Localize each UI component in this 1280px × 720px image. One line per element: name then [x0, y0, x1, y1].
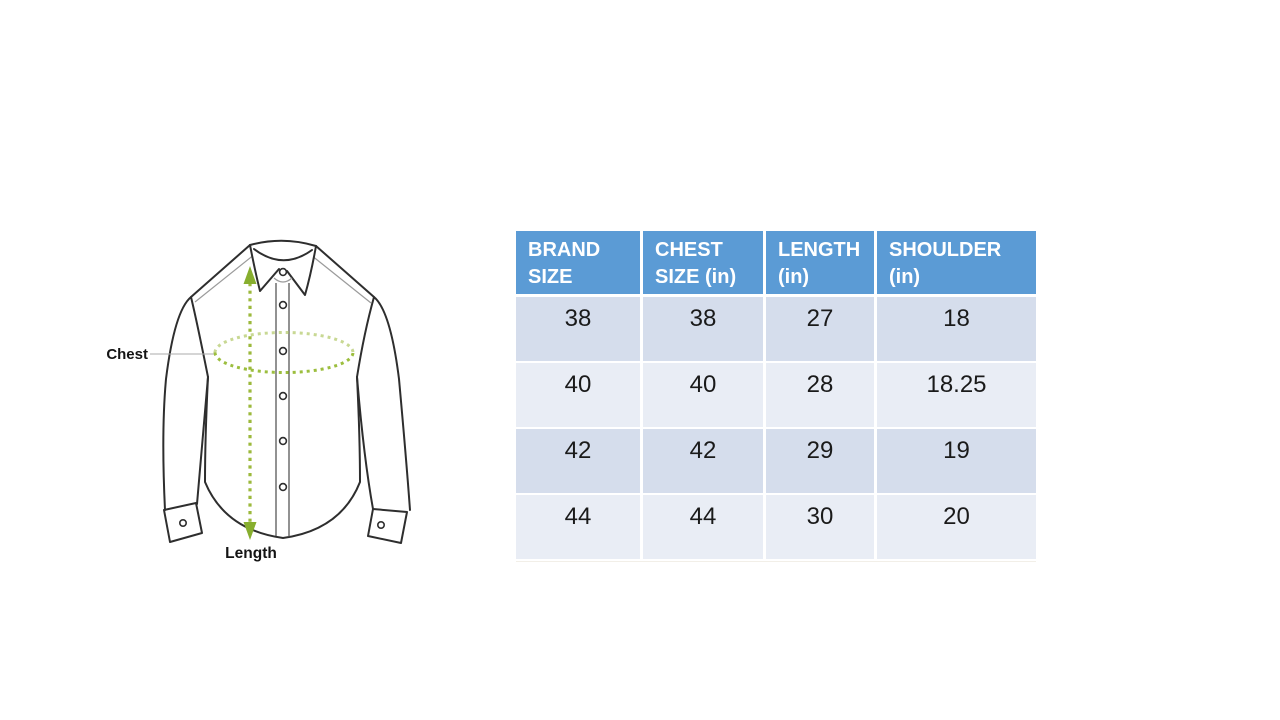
table-row: 40 40 28 18.25	[516, 363, 1036, 429]
collar-top-edge	[249, 239, 317, 247]
chest-ellipse-bottom-arc	[213, 352, 355, 374]
table-cell: 38	[516, 297, 643, 363]
right-cuff-button	[376, 520, 385, 529]
shirt-outline	[162, 244, 411, 544]
table-cell: 19	[877, 429, 1036, 495]
collar-right-wing	[286, 245, 317, 296]
header-cell-shoulder: SHOULDER (in)	[877, 231, 1036, 297]
left-cuff-button	[179, 518, 188, 527]
left-cuff	[163, 502, 203, 543]
shirt-measurement-diagram: Chest Length	[106, 239, 411, 562]
down-arrow-icon	[243, 522, 257, 540]
shirt-button	[278, 391, 288, 401]
left-armhole-seam	[190, 296, 209, 378]
shirt-button	[278, 346, 288, 356]
chest-label: Chest	[106, 346, 148, 363]
table-cell: 40	[643, 363, 766, 429]
shirt-button	[278, 482, 288, 492]
right-sleeve-outline	[315, 245, 411, 511]
collar-neck-opening	[253, 248, 313, 262]
up-arrow-icon	[243, 266, 257, 284]
collar-stand-seam	[273, 277, 293, 283]
table-cell: 20	[877, 495, 1036, 561]
table-row: 38 38 27 18	[516, 297, 1036, 363]
collar-left-wing	[249, 244, 280, 292]
left-sleeve-outline	[162, 244, 251, 511]
table-cell: 44	[643, 495, 766, 561]
shirt-button	[278, 267, 288, 277]
length-measurement: Length	[225, 266, 277, 562]
right-armhole-seam	[356, 296, 375, 378]
table-cell: 18.25	[877, 363, 1036, 429]
table-cell: 42	[643, 429, 766, 495]
body-and-hem-outline	[204, 376, 361, 539]
table-cell: 38	[643, 297, 766, 363]
front-buttons	[278, 267, 288, 492]
table-cell: 30	[766, 495, 877, 561]
header-cell-brand-size: BRAND SIZE	[516, 231, 643, 297]
table-row: 42 42 29 19	[516, 429, 1036, 495]
chest-measurement: Chest	[106, 331, 355, 374]
table-row: 44 44 30 20	[516, 495, 1036, 561]
shirt-button	[278, 436, 288, 446]
table-cell: 42	[516, 429, 643, 495]
right-shoulder-seam	[310, 254, 372, 304]
size-chart-table: BRAND SIZE CHEST SIZE (in) LENGTH (in) S…	[516, 231, 1036, 562]
right-cuff	[367, 508, 408, 544]
table-cell: 18	[877, 297, 1036, 363]
table-cell: 40	[516, 363, 643, 429]
header-row: BRAND SIZE CHEST SIZE (in) LENGTH (in) S…	[516, 231, 1036, 297]
table-cell: 27	[766, 297, 877, 363]
table-body: 38 38 27 18 40 40 28 18.25 42 42 29 19 4…	[516, 297, 1036, 561]
table-header: BRAND SIZE CHEST SIZE (in) LENGTH (in) S…	[516, 231, 1036, 297]
left-shoulder-seam	[194, 253, 256, 303]
table-cell: 44	[516, 495, 643, 561]
length-label: Length	[225, 545, 277, 562]
table-cell: 29	[766, 429, 877, 495]
table-cell: 28	[766, 363, 877, 429]
header-cell-chest-size: CHEST SIZE (in)	[643, 231, 766, 297]
shirt-button	[278, 300, 288, 310]
header-cell-length: LENGTH (in)	[766, 231, 877, 297]
